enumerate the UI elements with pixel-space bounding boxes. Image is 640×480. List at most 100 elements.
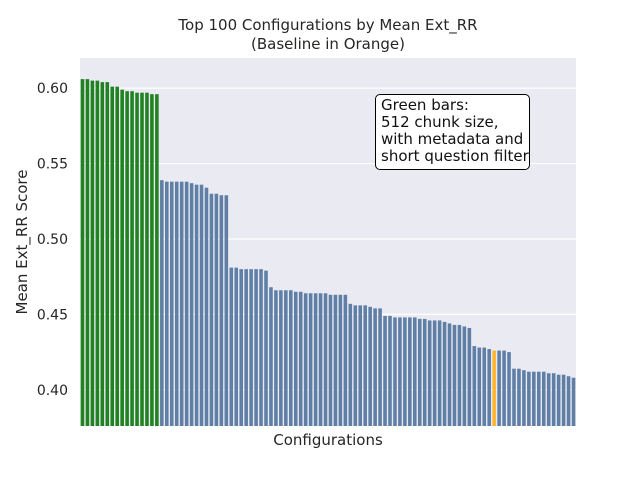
bar [219,195,224,426]
bar [160,180,164,426]
bar [398,317,402,426]
bar [363,305,367,426]
bar [140,92,144,426]
bar [189,183,194,426]
bar [388,315,392,426]
bar [408,317,412,426]
bar [546,373,551,426]
chart-subtitle: (Baseline in Orange) [251,35,405,53]
bar [120,89,124,427]
bar [517,368,521,426]
bar [358,305,363,426]
bar [571,377,576,426]
bar [338,294,343,426]
bar [293,291,298,426]
bar [80,79,85,427]
bar [482,347,487,426]
bar [527,371,531,426]
bar [214,193,219,426]
bar [244,269,248,426]
bar [274,290,278,426]
y-tick-label: 0.50 [37,232,68,248]
bar [556,374,561,426]
bar [130,91,134,426]
bar [254,269,258,426]
bar [279,290,283,426]
y-tick-label: 0.40 [37,383,68,399]
bar [383,315,387,426]
bar [452,324,457,426]
bar [204,187,209,426]
bar [298,291,303,426]
bar [284,290,288,426]
bar [105,82,110,426]
bar [427,320,432,426]
bar [537,371,541,426]
bar [194,184,199,426]
bar [115,86,119,427]
bar [155,94,159,427]
bar [457,324,462,426]
bar [512,368,516,426]
y-tick-label: 0.55 [37,157,68,173]
bar [472,346,477,426]
bar [328,294,333,426]
bar [249,269,253,426]
bar [169,181,174,426]
bar [323,293,328,426]
bar [174,181,179,426]
bar [403,317,407,426]
bar [487,349,491,426]
bar [199,184,204,426]
bar [269,287,273,426]
bar [502,350,506,426]
bars [80,79,576,427]
bar [368,306,372,426]
annotation-line: short question filter [381,147,529,165]
bar [85,79,90,427]
bar [393,317,397,426]
bar [413,317,417,426]
bar [437,320,442,426]
bar [318,293,323,426]
bar [229,267,234,426]
bar [289,290,293,426]
bar [110,86,115,427]
bar [492,350,496,426]
annotation-line: with metadata and [381,130,524,148]
bar [165,181,169,426]
y-tick-label: 0.45 [37,307,68,323]
bar [303,293,308,426]
bar [234,267,239,426]
x-axis-label: Configurations [273,431,383,449]
bar [551,373,556,426]
bar [507,352,511,426]
bar [333,294,338,426]
bar [224,195,229,426]
y-tick-label: 0.60 [37,81,68,97]
bar [422,318,427,426]
bar [343,294,348,426]
bar [308,293,313,426]
bar [239,269,243,426]
bar [477,347,482,426]
bar [100,82,105,426]
bar [522,370,526,426]
bar [442,321,447,426]
bar [532,371,536,426]
bar [447,323,452,426]
y-tick-labels: 0.40 0.45 0.50 0.55 0.60 [37,81,68,399]
bar [90,80,95,426]
bar [184,181,189,426]
bar [378,308,382,426]
bar [353,305,358,426]
bar [348,303,353,426]
bar [497,350,501,426]
chart-title: Top 100 Configurations by Mean Ext_RR [178,16,478,34]
annotation-box: Green bars: 512 chunk size, with metadat… [375,94,530,170]
bar [150,94,154,427]
bar [95,80,100,426]
annotation-line: Green bars: [381,96,469,114]
bar [145,92,149,426]
